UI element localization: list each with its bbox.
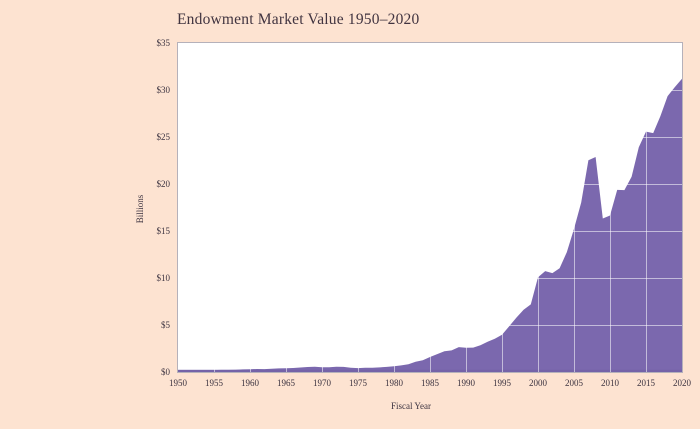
y-tick-label: $25 [156, 131, 171, 142]
x-tick-label: 1965 [277, 378, 295, 388]
x-axis-title: Fiscal Year [391, 401, 431, 411]
area-polygon [178, 78, 682, 372]
gridline-vertical [213, 43, 215, 372]
x-tick-label: 1995 [493, 378, 511, 388]
x-tick-label: 1975 [349, 378, 367, 388]
gridline-vertical [645, 43, 647, 372]
y-tick-label: $5 [161, 319, 170, 330]
y-tick-label: $20 [156, 178, 171, 189]
x-tick-label: 1955 [205, 378, 223, 388]
x-tick-label: 1970 [313, 378, 331, 388]
x-tick-label: 1990 [457, 378, 475, 388]
y-tick-label: $0 [161, 366, 170, 377]
gridline-vertical [465, 43, 467, 372]
gridline-vertical [393, 43, 395, 372]
x-tick-label: 2010 [601, 378, 619, 388]
x-tick-label: 1950 [169, 378, 187, 388]
gridline-vertical [537, 43, 539, 372]
gridline-vertical [249, 43, 251, 372]
y-tick-label: $35 [156, 37, 171, 48]
x-tick-label: 2015 [637, 378, 655, 388]
y-tick-label: $15 [156, 225, 171, 236]
y-tick-label: $30 [156, 84, 171, 95]
gridline-vertical [501, 43, 503, 372]
gridline-vertical [573, 43, 575, 372]
x-tick-label: 2005 [565, 378, 583, 388]
gridline-vertical [285, 43, 287, 372]
gridline-vertical [321, 43, 323, 372]
plot-area [177, 42, 683, 373]
x-tick-label: 1960 [241, 378, 259, 388]
gridline-vertical [429, 43, 431, 372]
x-tick-label: 2020 [673, 378, 691, 388]
chart-title: Endowment Market Value 1950–2020 [177, 11, 420, 28]
y-tick-label: $10 [156, 272, 171, 283]
x-tick-label: 1985 [421, 378, 439, 388]
gridline-vertical [357, 43, 359, 372]
x-tick-label: 1980 [385, 378, 403, 388]
gridline-vertical [609, 43, 611, 372]
y-axis-title: Billions [135, 194, 145, 224]
x-tick-label: 2000 [529, 378, 547, 388]
